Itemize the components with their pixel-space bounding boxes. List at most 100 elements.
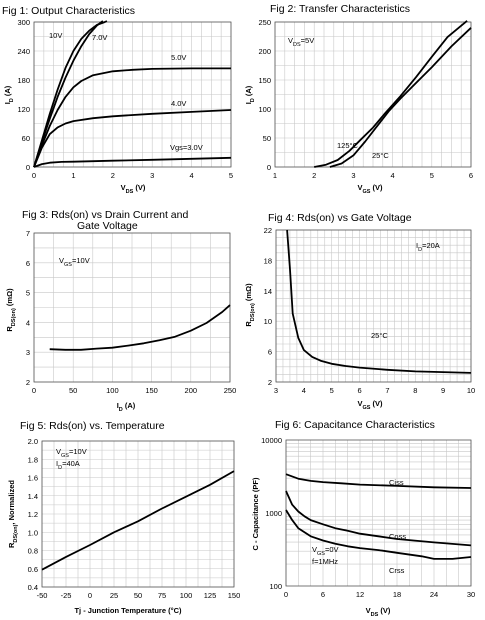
figure-3: Fig 3: Rds(on) vs Drain Current andGate … [5, 209, 236, 413]
series-label: 25°C [371, 331, 388, 340]
figure-subtitle: Gate Voltage [77, 220, 138, 232]
x-tick-label: 5 [229, 171, 233, 180]
figure-4: Fig 4: Rds(on) vs Gate Voltage 3 4 5 6 7 8 9 10 2… [244, 212, 475, 411]
series-label: 25°C [372, 151, 389, 160]
x-tick-label: 24 [430, 590, 438, 599]
x-tick-label: 100 [106, 386, 119, 395]
series-label: Vgs=3.0V [170, 143, 203, 152]
x-axis-label: ID (A) [117, 401, 136, 413]
series-line [33, 67, 231, 168]
x-tick-label: 6 [321, 590, 325, 599]
y-tick-label: 3 [26, 348, 30, 357]
series-label: 125°C [337, 141, 359, 150]
series-line [33, 156, 232, 168]
y-axis-label: ID (A) [3, 85, 15, 104]
figure-5: Fig 5: Rds(on) vs. Temperature -50 -25 0 25 5… [7, 420, 240, 615]
figure-title: Fig 6: Capacitance Characteristics [275, 419, 435, 431]
plot-frame [275, 229, 472, 383]
y-tick-label: 2.0 [28, 437, 38, 446]
y-tick-label: 100 [269, 582, 282, 591]
x-tick-label: 2 [111, 171, 115, 180]
series-line [49, 304, 231, 351]
y-tick-label: 50 [263, 134, 271, 143]
condition-note: VGS=10V [56, 447, 87, 459]
x-tick-label: 125 [204, 591, 217, 600]
y-tick-label: 18 [264, 256, 272, 265]
y-tick-label: 2 [26, 378, 30, 387]
x-tick-label: 50 [134, 591, 142, 600]
x-tick-label: -50 [37, 591, 48, 600]
y-tick-label: 120 [17, 105, 30, 114]
y-tick-label: 10000 [261, 436, 282, 445]
series-label: 4.0V [171, 99, 186, 108]
y-axis-label: RDS(on) (mΩ) [5, 288, 17, 332]
figure-6: Fig 6: Capacitance Characteristics 0 6 12 18… [251, 419, 475, 618]
plot-frame [274, 21, 472, 168]
series-label: Ciss [389, 478, 404, 487]
y-tick-label: 6 [268, 348, 272, 357]
y-tick-label: 0.4 [28, 583, 38, 592]
series-line [33, 109, 232, 168]
y-axis-label: ID (A) [244, 85, 256, 104]
y-tick-label: 2 [268, 378, 272, 387]
x-tick-label: 150 [145, 386, 158, 395]
x-tick-label: 30 [467, 590, 475, 599]
x-axis-label: VGS (V) [357, 183, 383, 195]
x-tick-label: 3 [150, 171, 154, 180]
series-label: Coss [389, 532, 406, 541]
x-tick-label: 150 [228, 591, 241, 600]
y-tick-label: 0 [26, 163, 30, 172]
figure-2: Fig 2: Transfer Characteristics 1 2 3 4 5 6 0 50… [244, 3, 473, 195]
figure-title: Fig 1: Output Characteristics [2, 5, 135, 17]
y-axis-label: RDS(on) (mΩ) [244, 283, 256, 327]
y-tick-label: 300 [17, 18, 30, 27]
series-line [314, 20, 468, 168]
x-tick-label: 7 [385, 386, 389, 395]
series-line [33, 20, 104, 168]
series-line [285, 473, 472, 489]
figure-title: Fig 2: Transfer Characteristics [270, 3, 410, 15]
y-tick-label: 10 [264, 317, 272, 326]
y-axis-label: C - Capacitance (PF) [251, 477, 260, 550]
series-line [33, 20, 108, 168]
condition-note: f=1MHz [312, 557, 338, 566]
series-line [41, 470, 235, 571]
x-tick-label: 4 [302, 386, 306, 395]
y-tick-label: 7 [26, 229, 30, 238]
figure-title: Fig 4: Rds(on) vs Gate Voltage [268, 212, 412, 224]
y-tick-label: 180 [17, 76, 30, 85]
y-tick-label: 1000 [265, 509, 282, 518]
x-tick-label: -25 [61, 591, 72, 600]
series-line [329, 27, 472, 168]
figure-title: Fig 3: Rds(on) vs Drain Current and [22, 209, 188, 221]
condition-note: VGS=0V [312, 545, 339, 557]
y-tick-label: 150 [258, 76, 271, 85]
x-tick-label: 250 [224, 386, 237, 395]
y-tick-label: 4 [26, 318, 30, 327]
x-axis-label: VDS (V) [121, 183, 146, 195]
x-tick-label: 1 [273, 171, 277, 180]
figure-title: Fig 5: Rds(on) vs. Temperature [20, 420, 165, 432]
x-tick-label: 6 [357, 386, 361, 395]
series-label: 10V [49, 31, 62, 40]
x-tick-label: 2 [312, 171, 316, 180]
x-tick-label: 75 [158, 591, 166, 600]
x-tick-label: 0 [88, 591, 92, 600]
series-line [286, 229, 472, 374]
x-axis-label: VDS (V) [366, 606, 391, 618]
series-line [285, 490, 472, 547]
plot-frame [33, 21, 232, 168]
y-tick-label: 22 [264, 226, 272, 235]
y-tick-label: 240 [17, 47, 30, 56]
x-tick-label: 5 [330, 386, 334, 395]
x-tick-label: 3 [351, 171, 355, 180]
x-tick-label: 0 [284, 590, 288, 599]
x-tick-label: 100 [180, 591, 193, 600]
x-tick-label: 4 [190, 171, 194, 180]
x-tick-label: 1 [71, 171, 75, 180]
y-tick-label: 0.6 [28, 565, 38, 574]
series-line [285, 509, 472, 560]
y-tick-label: 6 [26, 259, 30, 268]
y-tick-label: 1.8 [28, 455, 38, 464]
x-tick-label: 0 [32, 386, 36, 395]
